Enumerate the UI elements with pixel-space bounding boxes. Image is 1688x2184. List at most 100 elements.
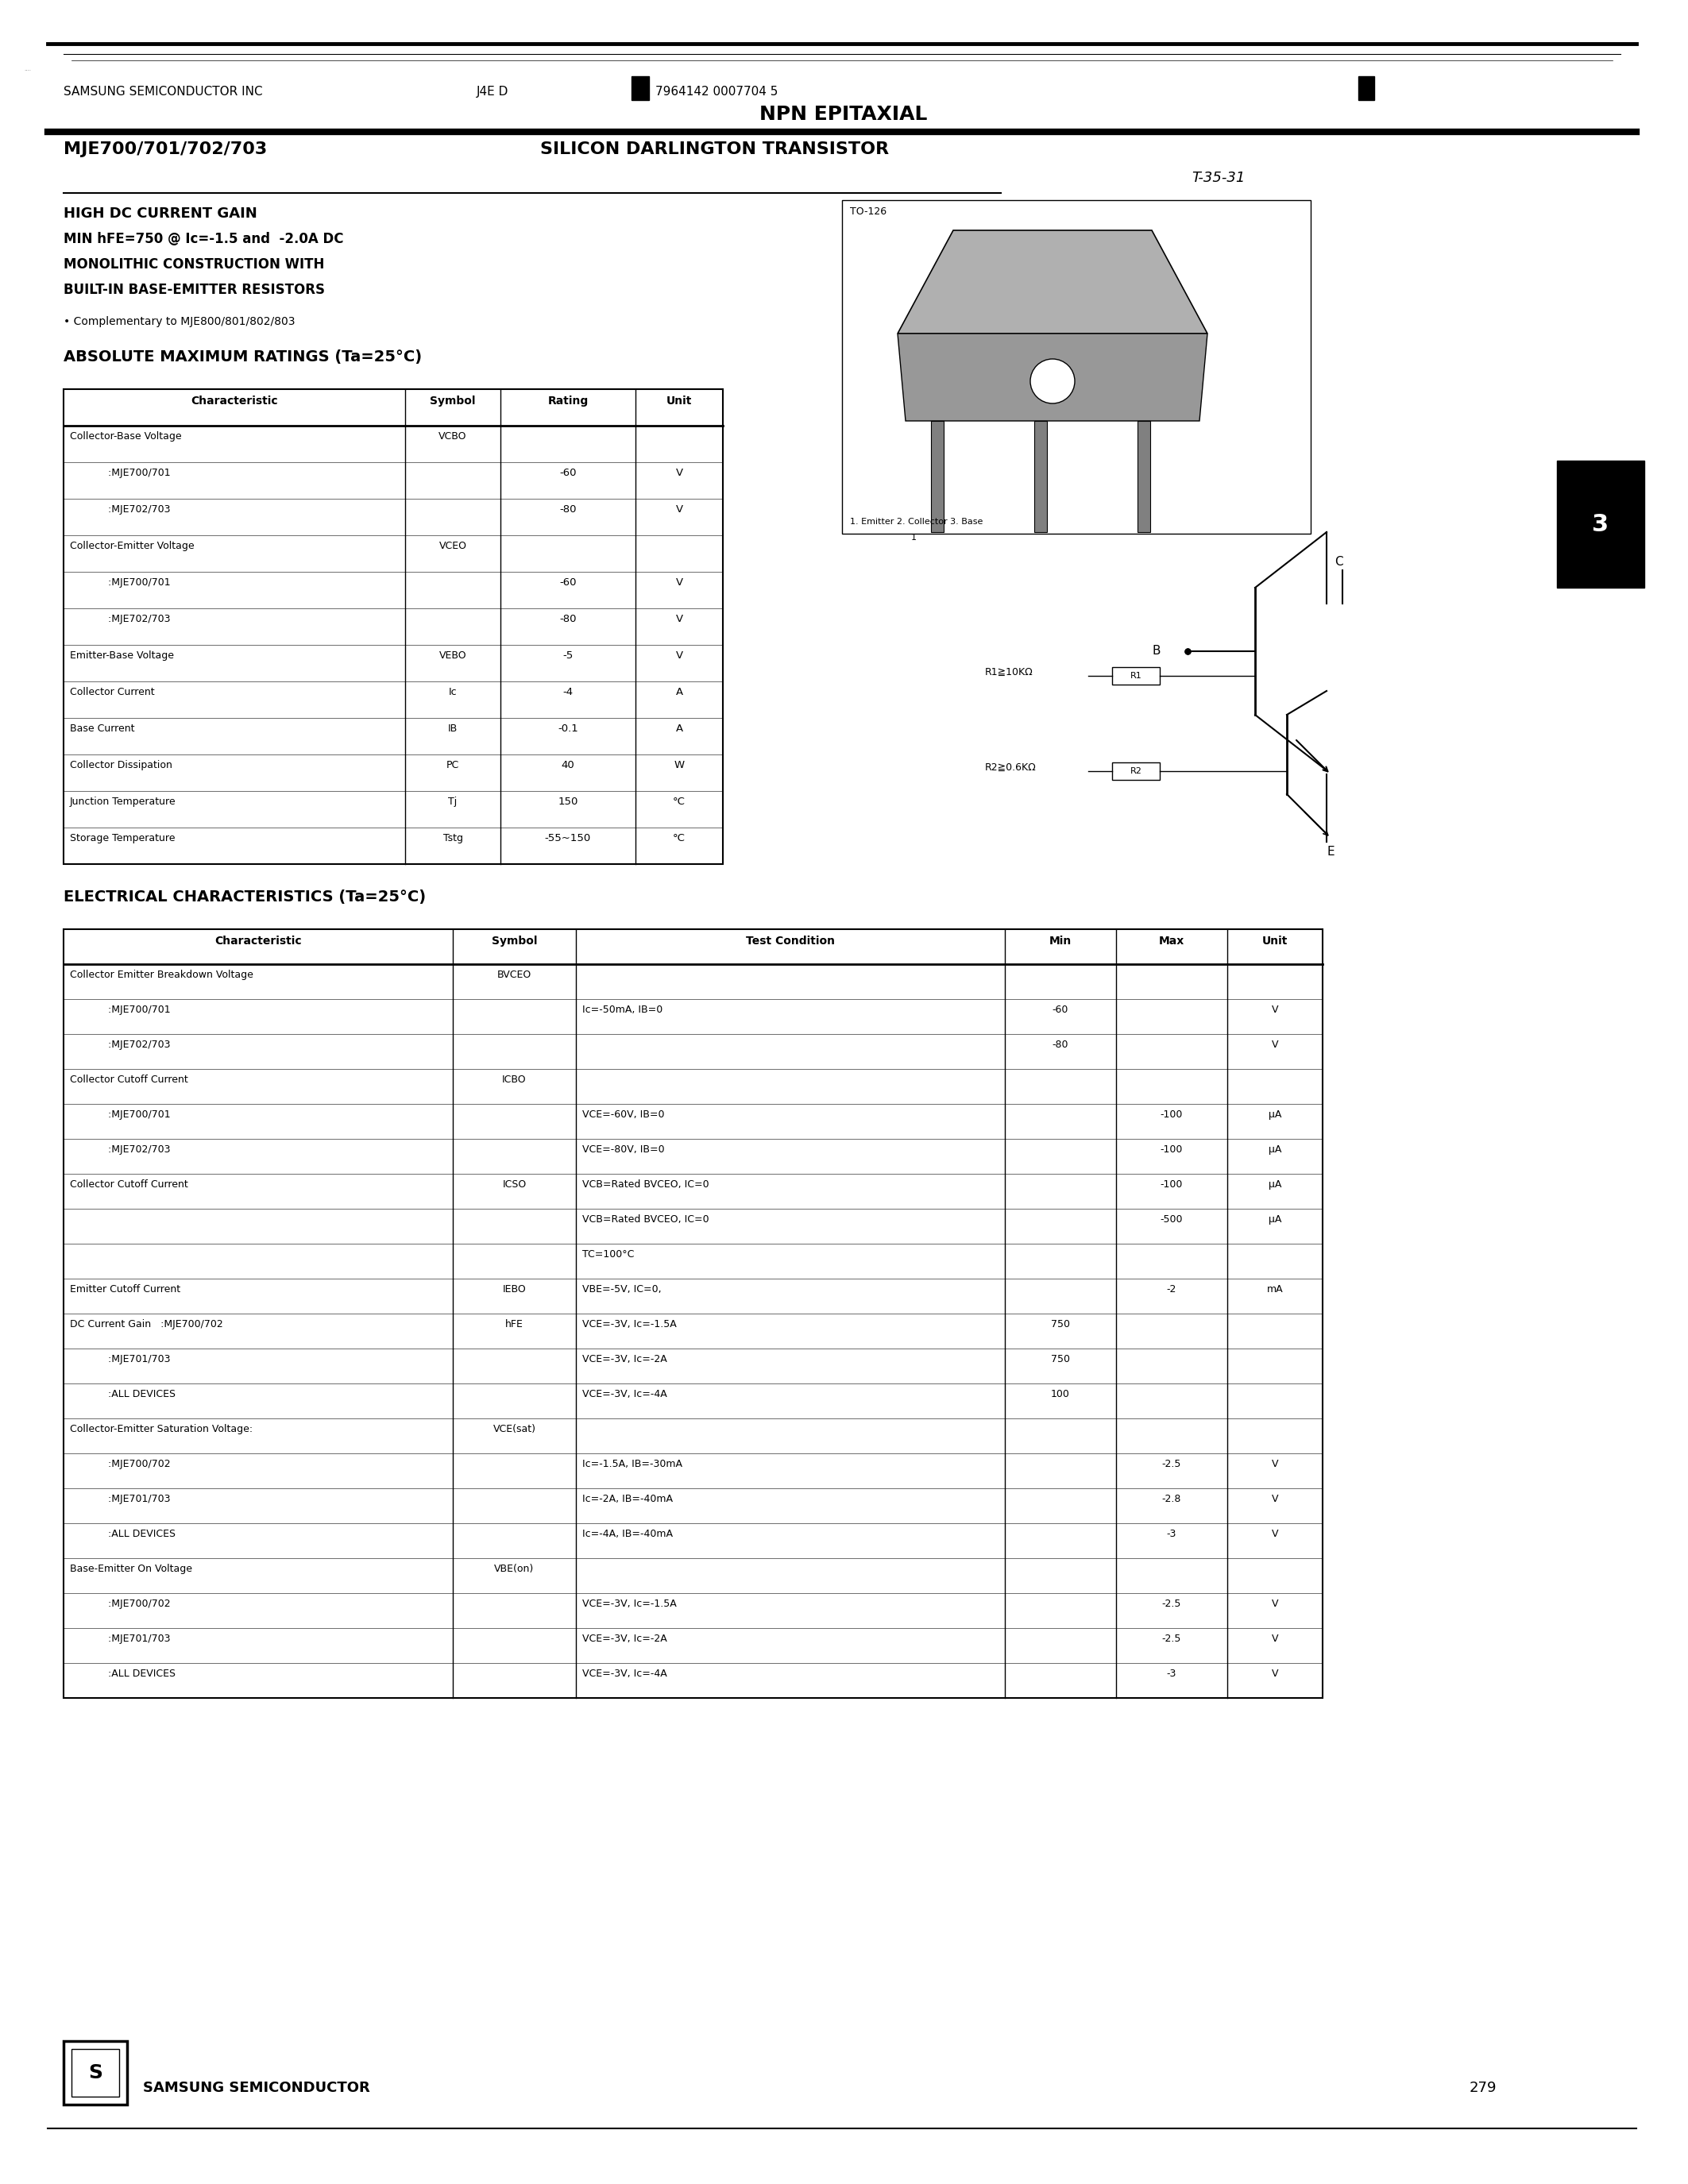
Text: :ALL DEVICES: :ALL DEVICES [69, 1529, 176, 1540]
Text: Ic=-2A, IB=-40mA: Ic=-2A, IB=-40mA [582, 1494, 674, 1505]
Bar [1359, 76, 1374, 100]
Text: R2: R2 [1129, 767, 1141, 775]
Text: TO-126: TO-126 [851, 207, 886, 216]
Polygon shape [898, 229, 1207, 334]
Text: Tj: Tj [449, 797, 457, 806]
Text: hFE: hFE [505, 1319, 523, 1330]
Text: -55~150: -55~150 [545, 832, 591, 843]
Text: A: A [675, 688, 682, 697]
Text: :ALL DEVICES: :ALL DEVICES [69, 1669, 176, 1679]
Text: NPN EPITAXIAL: NPN EPITAXIAL [760, 105, 928, 124]
Text: -60: -60 [1052, 1005, 1069, 1016]
Polygon shape [898, 334, 1207, 422]
Text: 40: 40 [562, 760, 574, 771]
Text: Symbol: Symbol [491, 935, 537, 946]
Text: VBE(on): VBE(on) [495, 1564, 535, 1575]
Text: ....: .... [24, 68, 30, 72]
Bar [64, 2042, 127, 2105]
Text: DC Current Gain   :MJE700/702: DC Current Gain :MJE700/702 [69, 1319, 223, 1330]
Text: VEBO: VEBO [439, 651, 466, 662]
Bar [842, 201, 1310, 533]
Text: Collector Current: Collector Current [69, 688, 155, 697]
Text: Tstg: Tstg [442, 832, 463, 843]
Text: -5: -5 [562, 651, 574, 662]
Text: :MJE702/703: :MJE702/703 [69, 505, 170, 515]
Text: Storage Temperature: Storage Temperature [69, 832, 176, 843]
Text: Collector Emitter Breakdown Voltage: Collector Emitter Breakdown Voltage [69, 970, 253, 981]
Text: T-35-31: T-35-31 [1192, 170, 1246, 186]
Text: S: S [88, 2064, 103, 2081]
Text: VCE=-80V, IB=0: VCE=-80V, IB=0 [582, 1144, 665, 1155]
Text: -500: -500 [1160, 1214, 1183, 1225]
Text: E: E [1327, 845, 1334, 858]
Text: -4: -4 [562, 688, 574, 697]
Text: Unit: Unit [1263, 935, 1288, 946]
Text: R1≧10KΩ: R1≧10KΩ [986, 666, 1033, 677]
Text: :MJE701/703: :MJE701/703 [69, 1354, 170, 1365]
Text: -0.1: -0.1 [557, 723, 579, 734]
Text: VCE=-3V, Ic=-4A: VCE=-3V, Ic=-4A [582, 1669, 667, 1679]
Text: :MJE700/701: :MJE700/701 [69, 467, 170, 478]
Text: IEBO: IEBO [503, 1284, 527, 1295]
Text: °C: °C [674, 832, 685, 843]
Bar [932, 422, 944, 533]
Text: Emitter-Base Voltage: Emitter-Base Voltage [69, 651, 174, 662]
Text: MIN hFE=750 @ Ic=-1.5 and  -2.0A DC: MIN hFE=750 @ Ic=-1.5 and -2.0A DC [64, 232, 344, 247]
Text: VCE=-60V, IB=0: VCE=-60V, IB=0 [582, 1109, 665, 1120]
Text: 7964142 0007704 5: 7964142 0007704 5 [655, 85, 778, 98]
Text: V: V [675, 651, 682, 662]
Text: 150: 150 [557, 797, 577, 806]
Text: -2.5: -2.5 [1161, 1459, 1182, 1470]
Text: :MJE702/703: :MJE702/703 [69, 614, 170, 625]
Text: SILICON DARLINGTON TRANSISTOR: SILICON DARLINGTON TRANSISTOR [540, 142, 890, 157]
Text: Collector Dissipation: Collector Dissipation [69, 760, 172, 771]
Bar [1138, 422, 1150, 533]
Text: VCE=-3V, Ic=-2A: VCE=-3V, Ic=-2A [582, 1354, 667, 1365]
Text: ABSOLUTE MAXIMUM RATINGS (Ta=25°C): ABSOLUTE MAXIMUM RATINGS (Ta=25°C) [64, 349, 422, 365]
Text: V: V [675, 614, 682, 625]
Text: :MJE702/703: :MJE702/703 [69, 1144, 170, 1155]
Text: μA: μA [1268, 1179, 1281, 1190]
Text: -2.5: -2.5 [1161, 1634, 1182, 1645]
Text: Characteristic: Characteristic [191, 395, 279, 406]
Text: -100: -100 [1160, 1179, 1183, 1190]
Text: V: V [675, 467, 682, 478]
Text: μA: μA [1268, 1109, 1281, 1120]
Text: :ALL DEVICES: :ALL DEVICES [69, 1389, 176, 1400]
Text: :MJE701/703: :MJE701/703 [69, 1494, 170, 1505]
Text: Rating: Rating [547, 395, 589, 406]
Text: μA: μA [1268, 1214, 1281, 1225]
Text: mA: mA [1266, 1284, 1283, 1295]
Text: -3: -3 [1166, 1669, 1177, 1679]
Text: ICBO: ICBO [503, 1075, 527, 1085]
Text: V: V [1271, 1494, 1278, 1505]
Text: VCB=Rated BVCEO, IC=0: VCB=Rated BVCEO, IC=0 [582, 1214, 709, 1225]
Text: HIGH DC CURRENT GAIN: HIGH DC CURRENT GAIN [64, 207, 257, 221]
Text: :MJE700/702: :MJE700/702 [69, 1459, 170, 1470]
Text: -100: -100 [1160, 1144, 1183, 1155]
Text: Ic=-1.5A, IB=-30mA: Ic=-1.5A, IB=-30mA [582, 1459, 682, 1470]
Text: μA: μA [1268, 1144, 1281, 1155]
Text: -80: -80 [559, 614, 577, 625]
Text: VCE(sat): VCE(sat) [493, 1424, 535, 1435]
Text: • Complementary to MJE800/801/802/803: • Complementary to MJE800/801/802/803 [64, 317, 295, 328]
Text: V: V [675, 505, 682, 515]
Bar [1556, 461, 1644, 587]
Text: V: V [1271, 1040, 1278, 1051]
Text: VCE=-3V, Ic=-1.5A: VCE=-3V, Ic=-1.5A [582, 1599, 677, 1610]
Text: B: B [1151, 644, 1160, 657]
Text: VCBO: VCBO [439, 430, 468, 441]
Text: VCE=-3V, Ic=-4A: VCE=-3V, Ic=-4A [582, 1389, 667, 1400]
Text: 3: 3 [1592, 513, 1609, 535]
Text: V: V [1271, 1599, 1278, 1610]
Text: Collector-Emitter Voltage: Collector-Emitter Voltage [69, 542, 194, 550]
Bar [1112, 762, 1160, 780]
Text: Collector-Base Voltage: Collector-Base Voltage [69, 430, 182, 441]
Text: 750: 750 [1052, 1354, 1070, 1365]
Text: -2.5: -2.5 [1161, 1599, 1182, 1610]
Text: Characteristic: Characteristic [214, 935, 302, 946]
Text: Collector Cutoff Current: Collector Cutoff Current [69, 1075, 187, 1085]
Text: TC=100°C: TC=100°C [582, 1249, 635, 1260]
Text: :MJE702/703: :MJE702/703 [69, 1040, 170, 1051]
Text: Collector Cutoff Current: Collector Cutoff Current [69, 1179, 187, 1190]
